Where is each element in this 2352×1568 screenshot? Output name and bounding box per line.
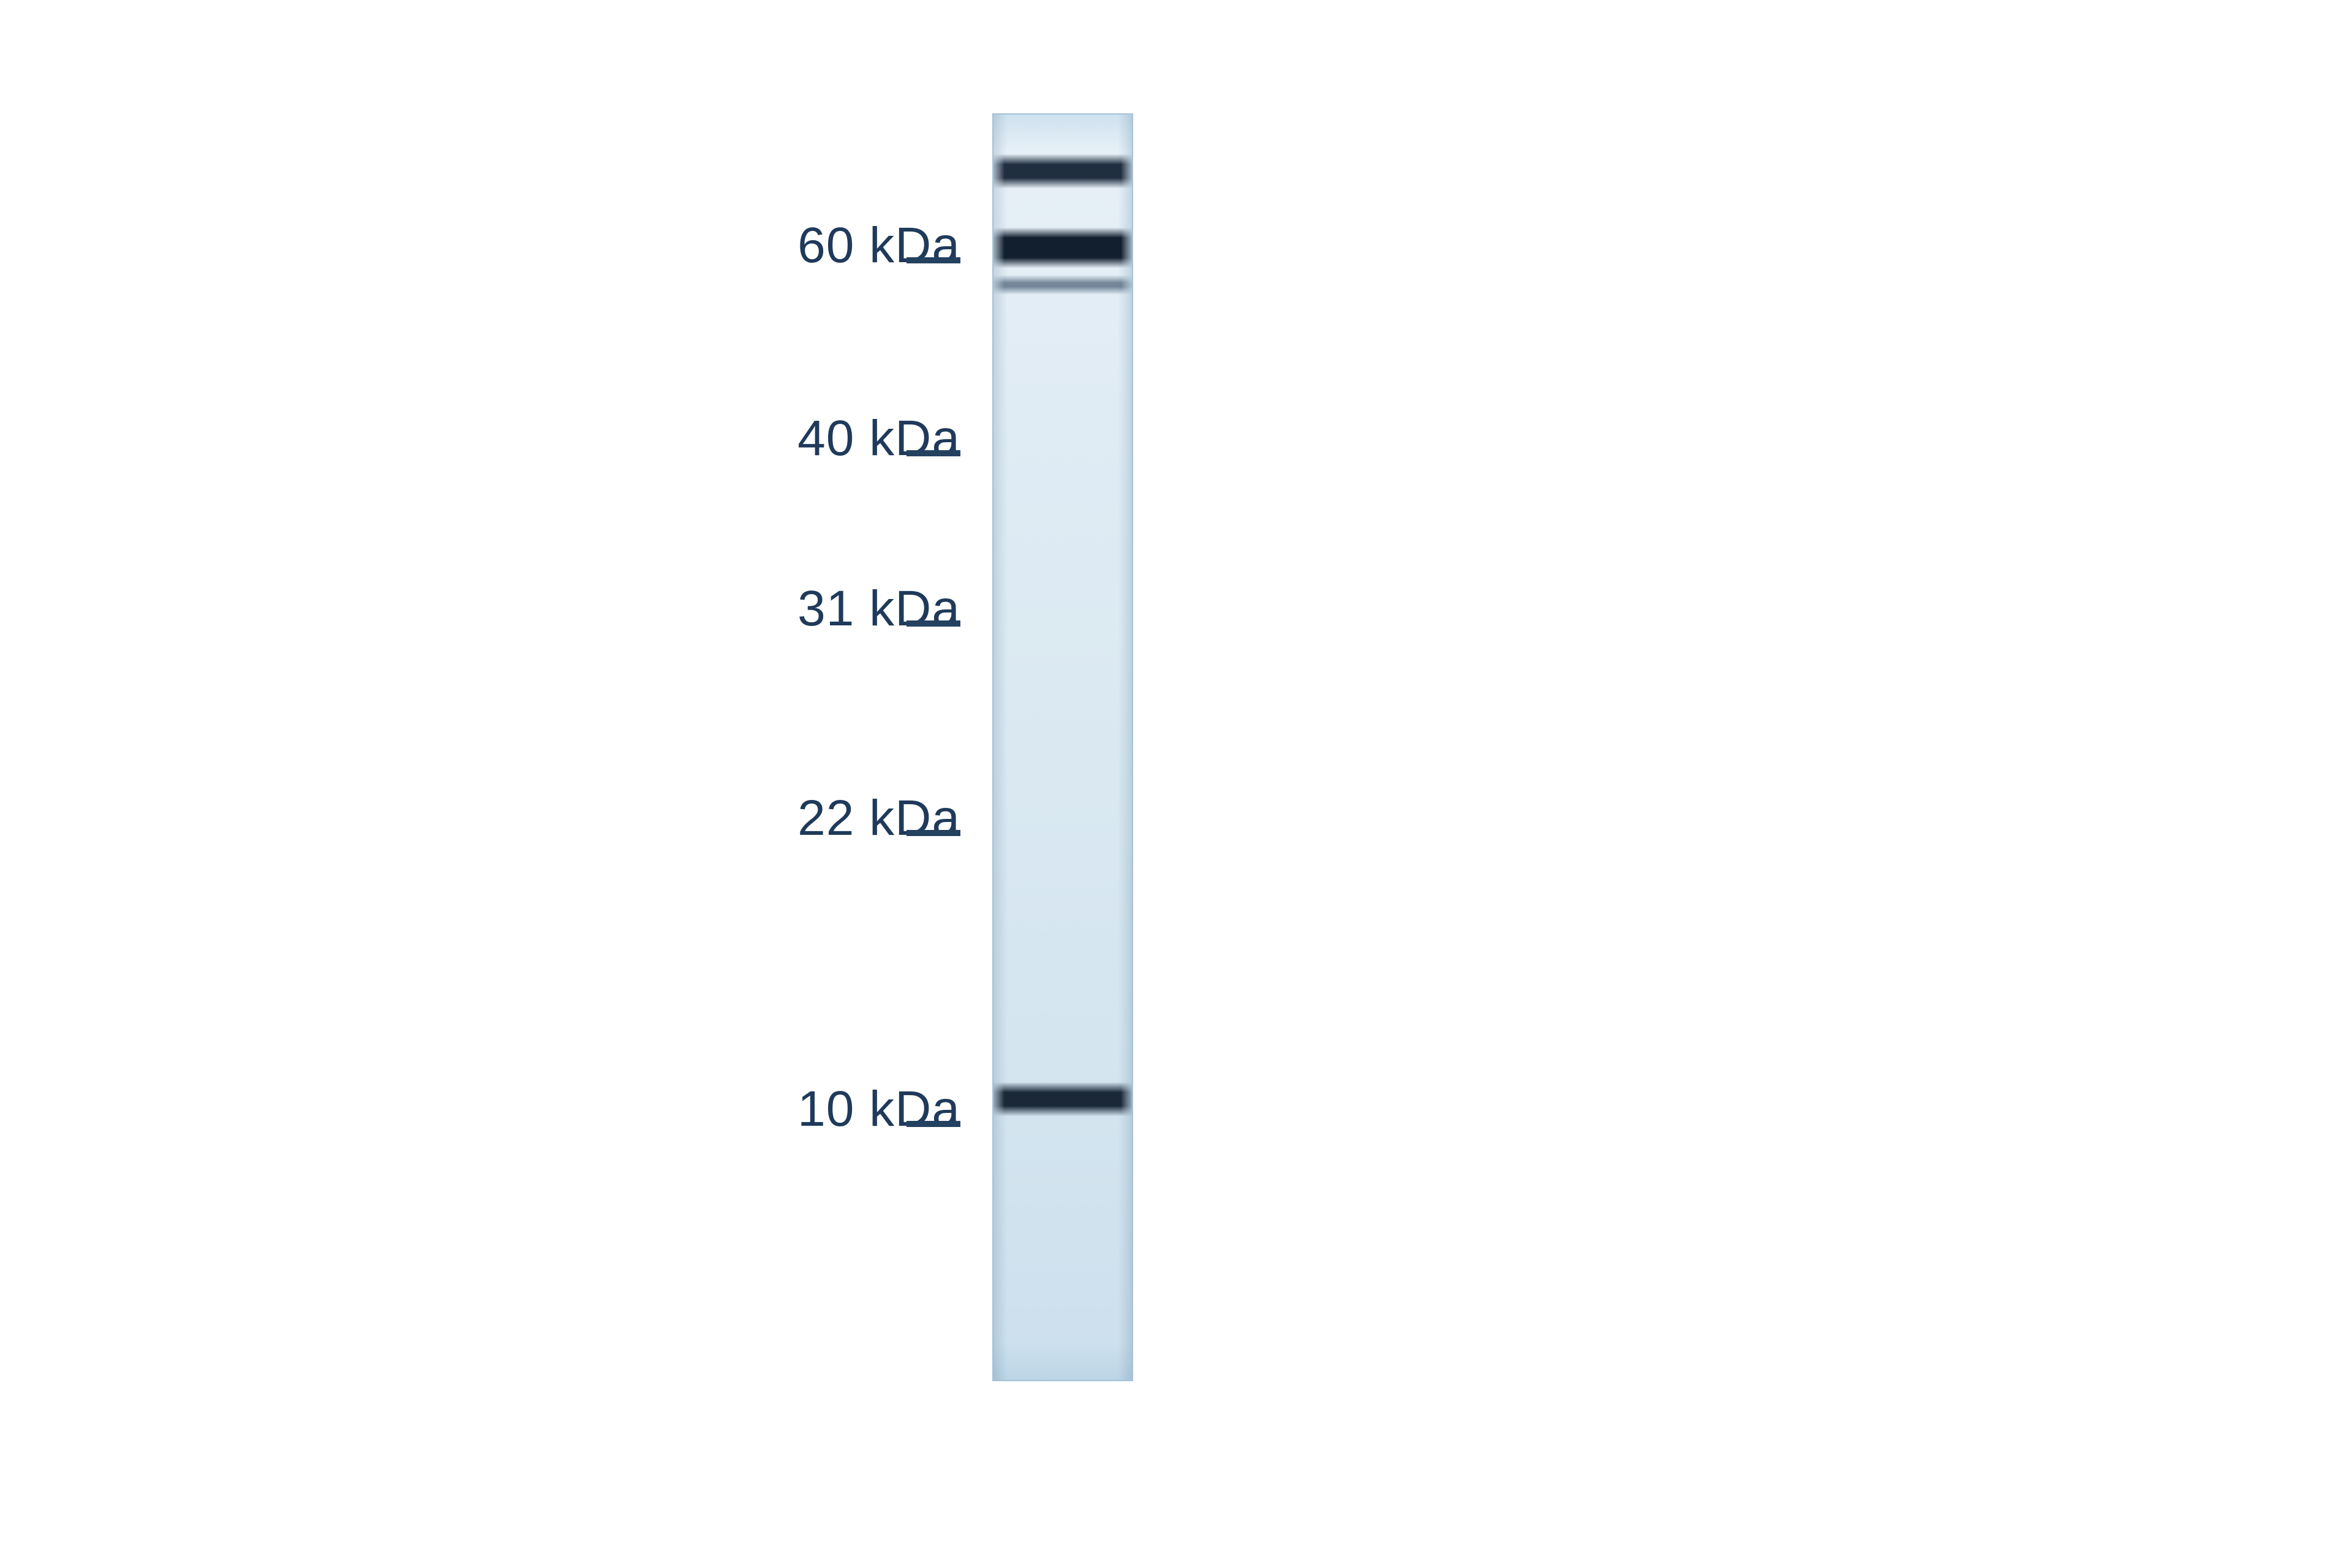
marker-label: 31 kDa	[692, 580, 960, 638]
blot-area: 60 kDa 40 kDa 31 kDa 22 kDa 10 kDa	[692, 110, 1139, 1390]
figure-canvas: 60 kDa 40 kDa 31 kDa 22 kDa 10 kDa	[0, 0, 2352, 1568]
band-58kDa-sub	[993, 275, 1132, 295]
band-70kDa-upper	[993, 154, 1132, 188]
marker-tick	[907, 620, 960, 627]
marker-tick	[907, 257, 960, 263]
blot-lane	[992, 113, 1133, 1381]
marker-label: 60 kDa	[692, 217, 960, 274]
marker-label: 10 kDa	[692, 1080, 960, 1138]
band-10kDa	[993, 1082, 1132, 1116]
marker-tick	[907, 830, 960, 836]
lane-edge-shadow	[993, 115, 1132, 1380]
marker-tick	[907, 450, 960, 456]
band-60kDa-main	[993, 228, 1132, 268]
marker-tick	[907, 1121, 960, 1127]
marker-label: 40 kDa	[692, 410, 960, 467]
marker-label: 22 kDa	[692, 790, 960, 847]
